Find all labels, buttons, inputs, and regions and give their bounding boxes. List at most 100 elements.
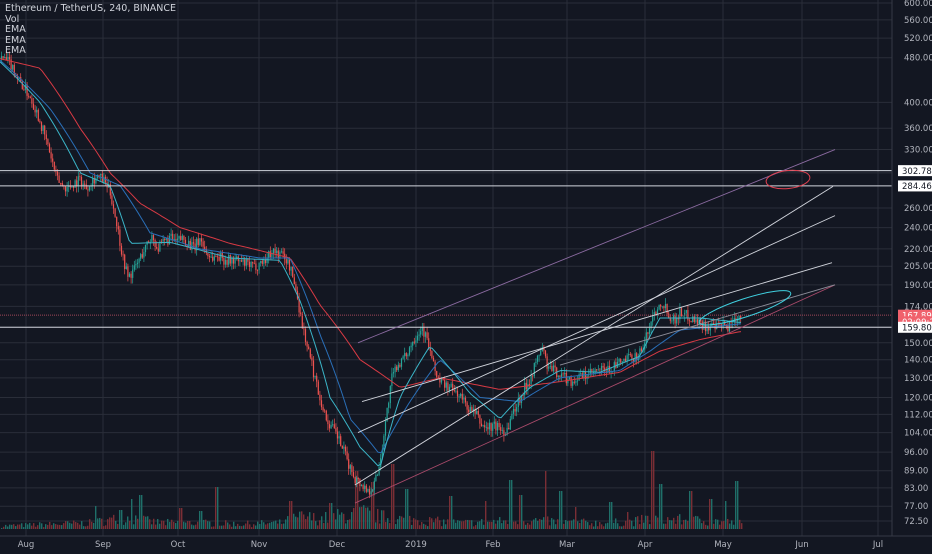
volume-bar (335, 519, 337, 529)
y-tick-label-24: 77.00 (904, 502, 928, 512)
x-tick-label-5: 2019 (405, 540, 427, 550)
volume-bar (499, 517, 501, 529)
volume-bar (75, 522, 77, 529)
volume-bar (503, 520, 505, 529)
volume-bar (41, 523, 43, 529)
volume-bar (451, 496, 453, 529)
volume-bar (313, 513, 315, 529)
volume-bar (159, 523, 161, 529)
candle-body (125, 266, 127, 269)
candle-body (351, 465, 353, 473)
y-tick-label-12: 190.00 (904, 281, 932, 291)
volume-bar (365, 507, 367, 529)
volume-bar (607, 522, 609, 529)
drawings[interactable] (0, 149, 892, 504)
candle-body (378, 467, 380, 475)
candles (0, 51, 742, 499)
volume-bar (273, 521, 275, 529)
candle-body (452, 383, 454, 390)
candle-body (330, 425, 332, 429)
volume-bar (691, 491, 693, 529)
candle-body (370, 491, 372, 495)
volume-bar (735, 481, 737, 529)
volume-bar (509, 480, 511, 529)
candle-body (0, 56, 3, 59)
volume-bar (151, 524, 153, 529)
volume-bar (81, 521, 83, 529)
x-tick-label-4: Dec (329, 540, 346, 550)
candle-body (656, 309, 659, 315)
candle-body (336, 431, 339, 439)
volume-bar (673, 517, 675, 529)
candle-body (730, 322, 732, 324)
volume-bar (631, 520, 633, 529)
trend-line-1 (357, 215, 836, 433)
candle-body (530, 375, 532, 385)
candle-body (7, 56, 9, 60)
candle-body (172, 233, 174, 240)
volume-bar (45, 524, 47, 529)
candle-body (12, 64, 14, 70)
volume-bar (455, 522, 457, 529)
candle-body (576, 380, 579, 382)
candle-body (338, 436, 340, 439)
indicator-ema-3[interactable]: EMA (5, 45, 26, 56)
indicator-volume[interactable]: Vol (5, 13, 20, 25)
candle-body (432, 357, 435, 362)
candle-body (244, 259, 246, 266)
candle-body (204, 246, 206, 250)
volume-bar (339, 514, 341, 529)
indicator-ema-2[interactable]: EMA (5, 34, 26, 46)
volume-bar (327, 522, 329, 529)
candle-body (463, 397, 465, 400)
volume-bar (301, 511, 303, 529)
volume-bar (641, 514, 643, 529)
volume-bar (627, 512, 629, 529)
volume-bar (43, 527, 45, 529)
indicator-ema-1[interactable]: EMA (5, 24, 26, 35)
candle-body (69, 185, 71, 188)
candle-body (79, 176, 81, 178)
candle-body (316, 375, 318, 382)
candle-body (210, 256, 212, 258)
candle-body (372, 489, 374, 492)
volume-bar (663, 523, 665, 529)
candle-body (127, 266, 129, 277)
candle-body (407, 354, 409, 357)
volume-bar (311, 520, 313, 529)
candle-body (362, 485, 364, 489)
candle-body (300, 312, 302, 314)
candle-body (695, 319, 697, 323)
candle-body (503, 430, 505, 436)
candle-body (543, 346, 545, 351)
candle-body (228, 254, 230, 265)
volume-bar (611, 502, 613, 529)
volume-bar (131, 499, 133, 529)
candle-body (645, 332, 647, 343)
volume-bar (679, 514, 681, 529)
volume-bar (421, 522, 423, 529)
candle-body (184, 239, 187, 246)
volume-bar (741, 523, 743, 529)
volume-bar (289, 501, 291, 529)
volume-bar (405, 489, 407, 529)
volume-bar (603, 526, 605, 529)
volume-bar (597, 526, 599, 529)
candle-body (460, 393, 462, 397)
volume-bar (721, 521, 723, 529)
candle-body (264, 259, 267, 263)
candle-body (76, 180, 78, 187)
volume-bar (209, 521, 211, 529)
candle-body (535, 361, 537, 363)
volume-bar (643, 522, 645, 529)
y-tick-label-15: 150.00 (904, 339, 932, 349)
candle-body (565, 372, 567, 384)
volume-bar (119, 510, 121, 529)
volume-bar (269, 522, 271, 529)
volume-bar (155, 524, 157, 529)
candle-body (268, 251, 270, 258)
candle-body (620, 359, 622, 363)
candle-body (677, 318, 679, 320)
